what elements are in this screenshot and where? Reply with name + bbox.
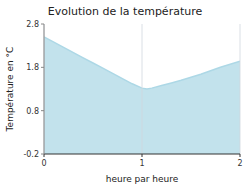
x-tick bbox=[142, 154, 143, 157]
grid-line-x bbox=[240, 24, 241, 154]
chart-container: 0 1 2 -0.2 0.8 1.8 2.8 heure par heure Températu… bbox=[0, 0, 250, 188]
y-tick bbox=[41, 110, 44, 111]
x-tick-label: 1 bbox=[139, 159, 144, 168]
y-tick bbox=[41, 24, 44, 25]
y-tick bbox=[41, 154, 44, 155]
y-tick bbox=[41, 67, 44, 68]
x-tick-label: 0 bbox=[41, 159, 46, 168]
y-axis-label: Température en °C bbox=[5, 47, 15, 133]
chart-title: Evolution de la température bbox=[48, 5, 203, 18]
chart: 0 1 2 -0.2 0.8 1.8 2.8 heure par heure Températu… bbox=[0, 0, 250, 188]
y-tick-label: 2.8 bbox=[26, 20, 39, 29]
x-tick-label: 2 bbox=[237, 159, 242, 168]
y-tick-label: 1.8 bbox=[26, 63, 39, 72]
x-axis-label: heure par heure bbox=[106, 174, 179, 184]
x-tick bbox=[240, 154, 241, 157]
y-tick-label: 0.8 bbox=[26, 107, 39, 116]
grid-line-x bbox=[142, 24, 143, 154]
y-axis-line bbox=[44, 24, 45, 154]
y-tick-label: -0.2 bbox=[23, 150, 39, 159]
grid-line-x bbox=[44, 24, 45, 154]
